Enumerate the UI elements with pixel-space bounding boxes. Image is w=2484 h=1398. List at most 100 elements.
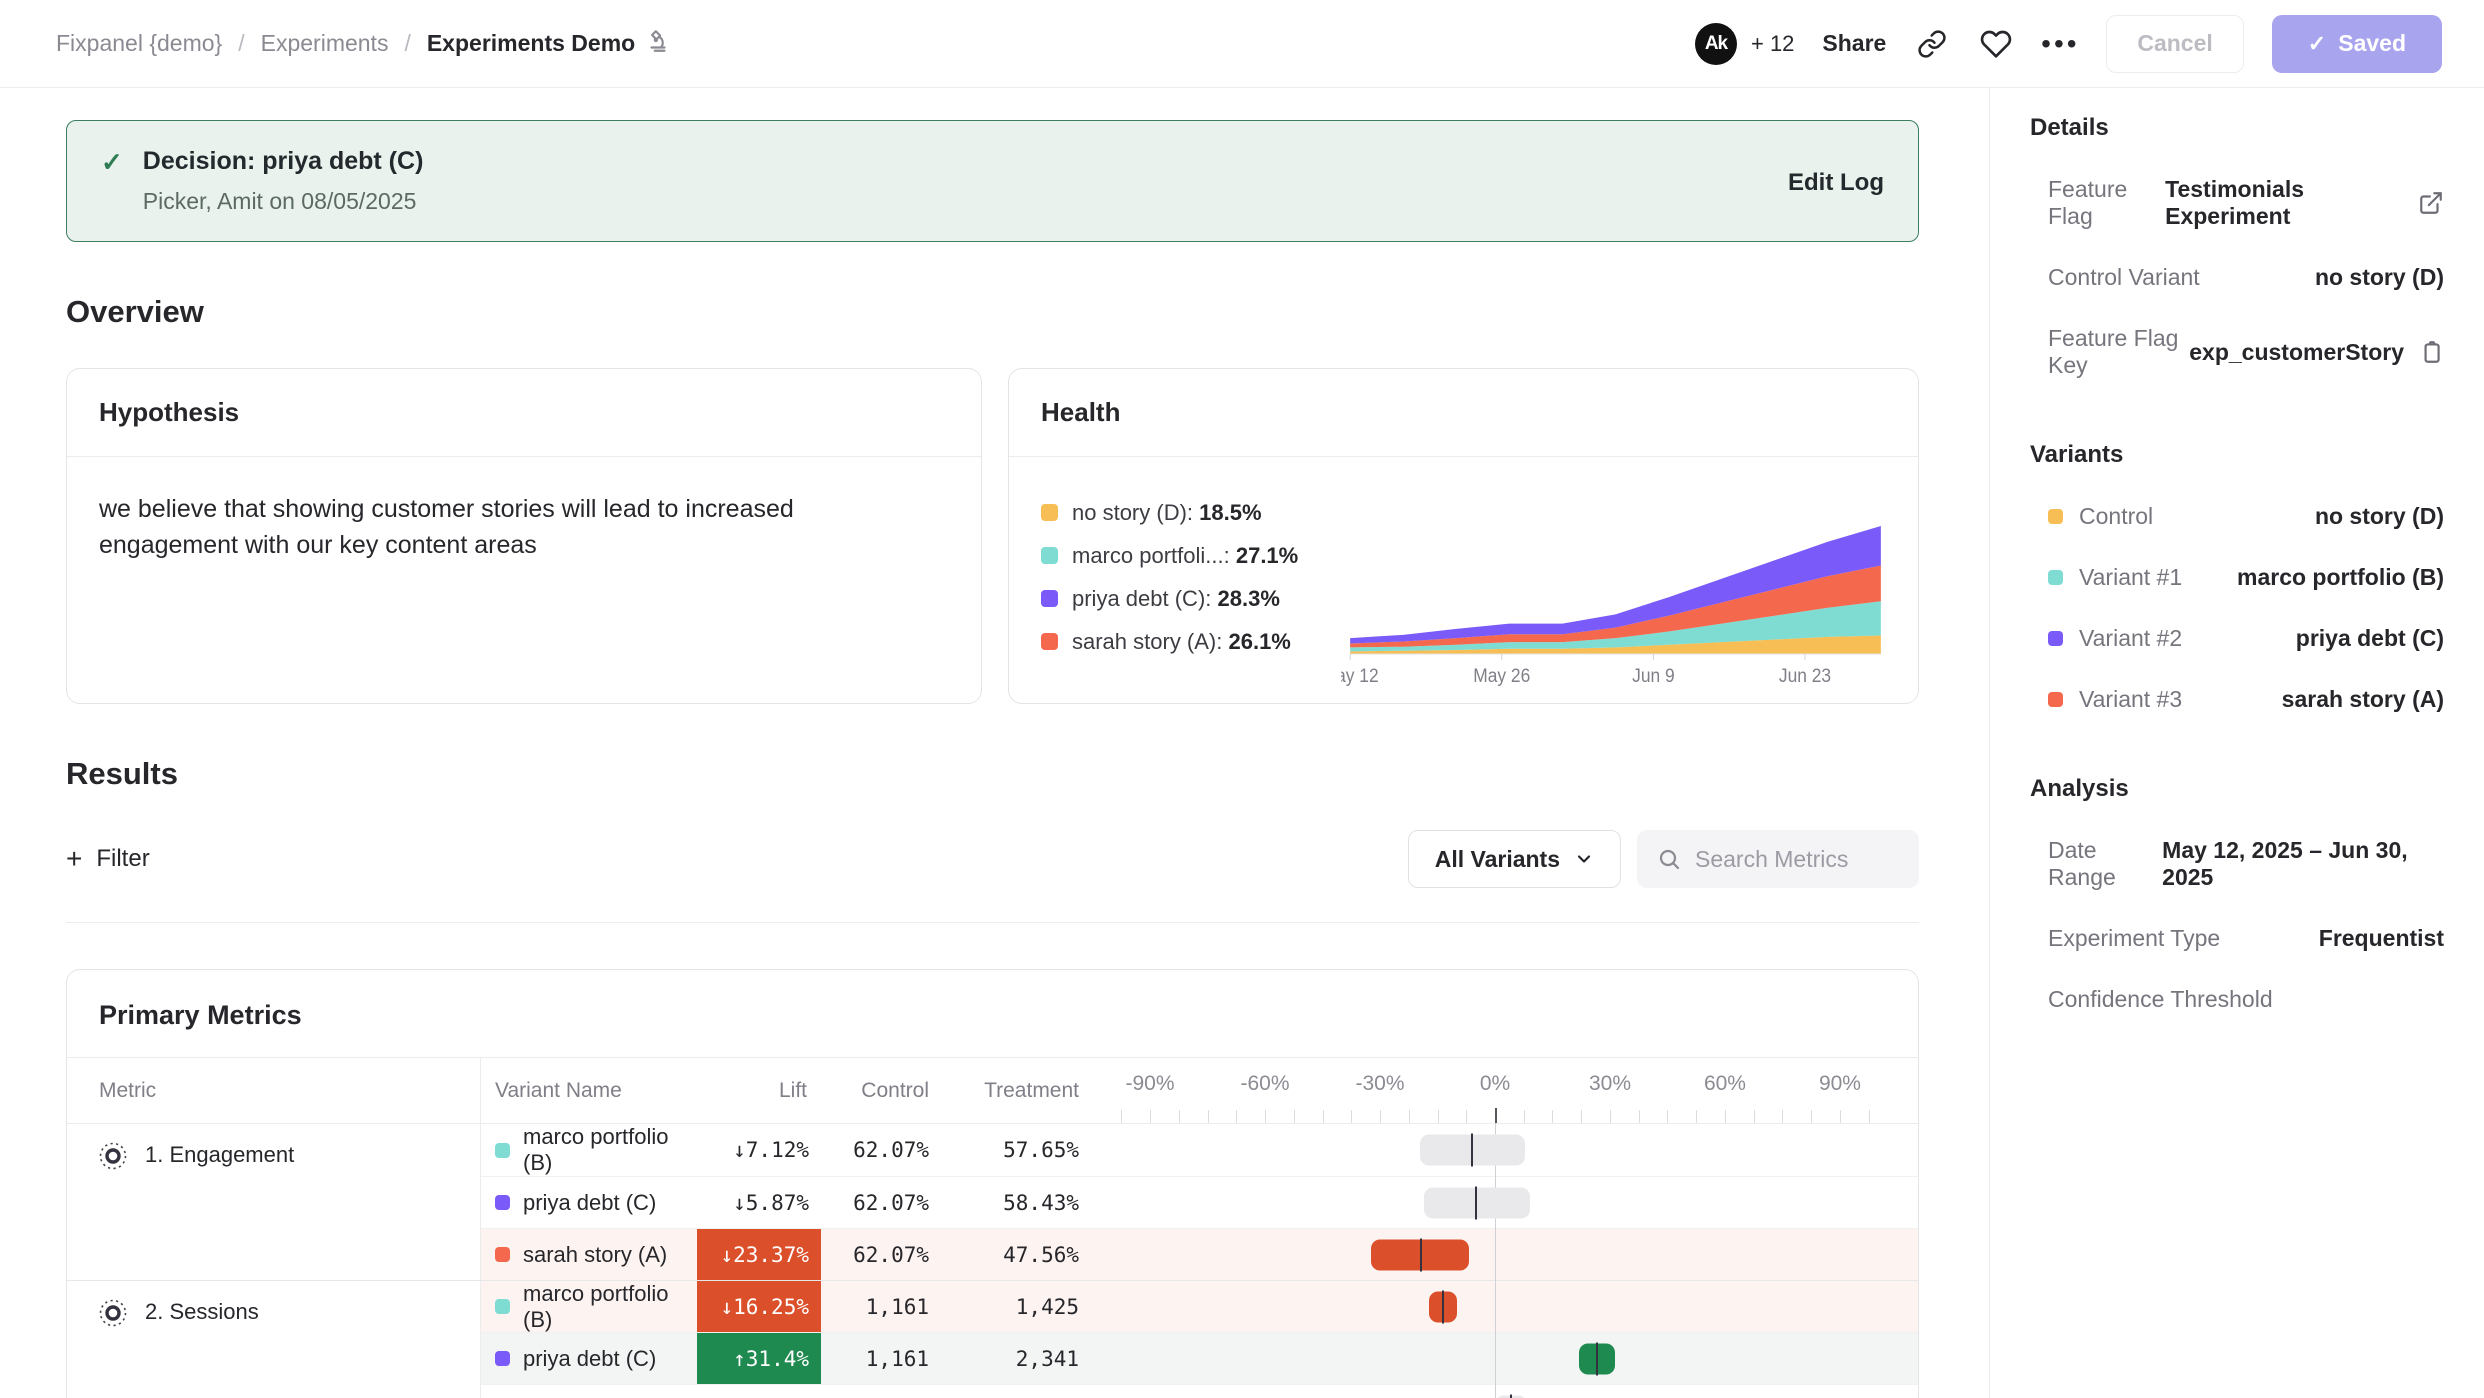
sidebar-row-value: Frequentist	[2319, 925, 2444, 952]
svg-text:Jun 23: Jun 23	[1779, 665, 1831, 686]
sidebar-row-value: May 12, 2025 – Jun 30, 2025	[2162, 837, 2444, 891]
copy-icon[interactable]	[2418, 339, 2444, 365]
sidebar-row: Feature Flag Keyexp_customerStory	[2030, 325, 2444, 379]
sidebar-row: Variant #1marco portfolio (B)	[2030, 564, 2444, 591]
metrics-table-body: 1. Engagementmarco portfolio (B)↓7.12%62…	[67, 1124, 1918, 1398]
variant-name-cell: sarah story (A)	[481, 1228, 697, 1280]
main-content: ✓ Decision: priya debt (C) Picker, Amit …	[0, 88, 1990, 1398]
primary-metrics-card: Primary Metrics Metric Variant Name Lift…	[66, 969, 1919, 1398]
treatment-value: 47.56%	[943, 1228, 1093, 1280]
add-filter-button[interactable]: + Filter	[66, 843, 150, 875]
legend-swatch	[1041, 590, 1058, 607]
confidence-interval-cell	[1093, 1176, 1918, 1228]
sidebar-row-value: exp_customerStory	[2189, 339, 2444, 366]
sidebar-row-value: no story (D)	[2315, 503, 2444, 530]
microscope-icon	[645, 28, 671, 60]
axis-tick-label: -30%	[1355, 1072, 1404, 1096]
lift-value: ↑4.54%	[697, 1384, 821, 1398]
sidebar-row-label-group: Feature Flag	[2048, 176, 2165, 230]
col-control: Control	[821, 1058, 943, 1124]
svg-text:Jun 9: Jun 9	[1632, 665, 1675, 686]
breadcrumb-separator: /	[238, 30, 244, 57]
ruler-tick	[1524, 1110, 1525, 1123]
ruler-tick	[1696, 1110, 1697, 1123]
health-legend-item: marco portfoli...: 27.1%	[1041, 543, 1341, 569]
breadcrumb-separator: /	[404, 30, 410, 57]
health-area-chart: May 12May 26Jun 9Jun 23	[1341, 508, 1890, 693]
lift-value: ↓5.87%	[697, 1176, 821, 1228]
search-icon	[1657, 847, 1681, 871]
ruler-tick	[1438, 1110, 1439, 1123]
ruler-tick	[1294, 1110, 1295, 1123]
breadcrumb-item[interactable]: Experiments	[261, 30, 389, 57]
hypothesis-title: Hypothesis	[67, 369, 981, 457]
favorite-heart-icon[interactable]	[1978, 26, 2014, 62]
section-title-sb-analysis: Analysis	[2030, 775, 2444, 803]
health-legend-item: sarah story (A): 26.1%	[1041, 629, 1341, 655]
sidebar-row-label-group: Feature Flag Key	[2048, 325, 2189, 379]
ruler-tick	[1121, 1110, 1122, 1123]
variant-name: marco portfolio (B)	[523, 1281, 697, 1333]
col-treatment: Treatment	[943, 1058, 1093, 1124]
results-heading: Results	[66, 756, 1919, 792]
share-button[interactable]: Share	[1822, 30, 1886, 57]
control-value: 1,161	[821, 1384, 943, 1398]
sidebar-row-value: sarah story (A)	[2282, 686, 2444, 713]
health-card: Health no story (D): 18.5%marco portfoli…	[1008, 368, 1919, 704]
variants-dropdown[interactable]: All Variants	[1408, 830, 1621, 888]
topbar-actions: Ak + 12 Share ••• Cancel ✓ Saved	[1695, 15, 2442, 73]
hypothesis-card: Hypothesis we believe that showing custo…	[66, 368, 982, 704]
results-controls: + Filter All Variants	[66, 830, 1919, 923]
breadcrumb-item[interactable]: Experiments Demo	[427, 28, 671, 60]
legend-swatch	[1041, 547, 1058, 564]
control-value: 1,161	[821, 1332, 943, 1384]
ruler-tick	[1725, 1110, 1726, 1123]
legend-label: marco portfoli...: 27.1%	[1072, 543, 1298, 569]
search-metrics-box[interactable]	[1637, 830, 1919, 888]
metric-cell: 1. Engagement	[67, 1124, 481, 1280]
breadcrumb-item[interactable]: Fixpanel {demo}	[56, 30, 222, 57]
sidebar-row-value-text: no story (D)	[2315, 503, 2444, 530]
confidence-interval-cell	[1093, 1280, 1918, 1332]
axis-tick-label: 90%	[1819, 1072, 1861, 1096]
check-icon: ✓	[2308, 31, 2326, 57]
decision-byline: Picker, Amit on 08/05/2025	[143, 188, 424, 215]
variant-swatch	[2048, 509, 2063, 524]
link-icon[interactable]	[1914, 26, 1950, 62]
metric-name: 2. Sessions	[145, 1297, 259, 1325]
zero-line	[1495, 1332, 1496, 1385]
variant-name: priya debt (C)	[523, 1346, 656, 1372]
col-lift: Lift	[697, 1058, 821, 1124]
ruler-tick	[1208, 1110, 1209, 1123]
sidebar-row-label: Control Variant	[2048, 264, 2200, 291]
external-link-icon[interactable]	[2418, 190, 2444, 216]
ruler-tick	[1380, 1110, 1381, 1123]
lift-value: ↓16.25%	[697, 1280, 821, 1332]
health-chart: May 12May 26Jun 9Jun 23	[1341, 477, 1890, 693]
collaborator-count[interactable]: + 12	[1751, 31, 1794, 57]
saved-button[interactable]: ✓ Saved	[2272, 15, 2442, 73]
edit-log-button[interactable]: Edit Log	[1788, 169, 1884, 197]
axis-tick-label: 30%	[1589, 1072, 1631, 1096]
avatar[interactable]: Ak	[1695, 23, 1737, 65]
sidebar-row: Date RangeMay 12, 2025 – Jun 30, 2025	[2030, 837, 2444, 891]
col-variant-name: Variant Name	[481, 1058, 697, 1124]
ruler-tick	[1409, 1110, 1410, 1123]
lift-value: ↓7.12%	[697, 1124, 821, 1176]
sidebar-row-label: Feature Flag	[2048, 176, 2165, 230]
top-bar: Fixpanel {demo} / Experiments / Experiments …	[0, 0, 2484, 88]
search-metrics-input[interactable]	[1695, 846, 1895, 873]
sidebar-row-label: Confidence Threshold	[2048, 986, 2273, 1013]
confidence-interval-mid-tick	[1420, 1238, 1422, 1271]
confidence-interval-mid-tick	[1510, 1394, 1512, 1398]
sidebar-row-label-group: Variant #2	[2048, 625, 2182, 652]
more-options-icon[interactable]: •••	[2042, 26, 2078, 62]
sidebar-row: Control Variantno story (D)	[2030, 264, 2444, 291]
primary-metrics-title: Primary Metrics	[67, 970, 1918, 1058]
treatment-value: 58.43%	[943, 1176, 1093, 1228]
lift-axis-header: -90%-60%-30%0%30%60%90%	[1093, 1058, 1918, 1124]
confidence-interval-mid-tick	[1471, 1134, 1473, 1167]
cancel-button[interactable]: Cancel	[2106, 15, 2243, 73]
ruler-tick	[1754, 1110, 1755, 1123]
svg-text:May 12: May 12	[1341, 665, 1379, 686]
